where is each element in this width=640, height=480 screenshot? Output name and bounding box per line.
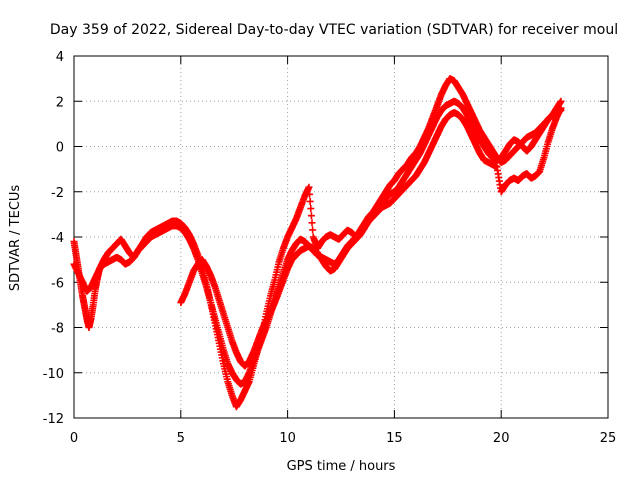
y-tick-label: -4 — [51, 231, 64, 246]
y-tick-label: 0 — [56, 141, 64, 156]
y-tick-label: -10 — [43, 367, 64, 382]
x-tick-label: 5 — [177, 431, 185, 446]
data-series — [70, 75, 565, 411]
x-tick-label: 25 — [600, 431, 617, 446]
data-point — [309, 226, 317, 234]
axis-ticks: -12 -10 -8 -6 -4 -2 0 2 4 0 5 10 15 20 25 — [43, 50, 617, 446]
x-tick-label: 0 — [70, 431, 78, 446]
data-point — [306, 190, 314, 198]
data-point — [307, 205, 315, 213]
y-tick-label: 2 — [56, 95, 64, 110]
x-tick-label: 20 — [493, 431, 510, 446]
y-tick-label: 4 — [56, 50, 64, 65]
data-point — [306, 197, 314, 205]
series-track-b — [70, 97, 565, 388]
x-tick-label: 10 — [279, 431, 296, 446]
chart-title: Day 359 of 2022, Sidereal Day-to-day VTE… — [50, 22, 618, 38]
y-tick-label: -12 — [43, 412, 64, 427]
y-tick-label: -2 — [51, 186, 64, 201]
y-tick-label: -8 — [51, 322, 64, 337]
data-point — [307, 212, 315, 220]
data-point — [308, 219, 316, 227]
y-axis-label: SDTVAR / TECUs — [8, 185, 23, 292]
grid-lines — [74, 56, 608, 418]
series-track-c — [177, 104, 565, 370]
data-point — [305, 183, 313, 191]
x-tick-label: 15 — [386, 431, 403, 446]
data-point — [557, 97, 565, 105]
x-axis-label: GPS time / hours — [287, 459, 396, 474]
data-point — [557, 104, 565, 112]
series-track-a — [70, 75, 565, 411]
y-tick-label: -6 — [51, 276, 64, 291]
